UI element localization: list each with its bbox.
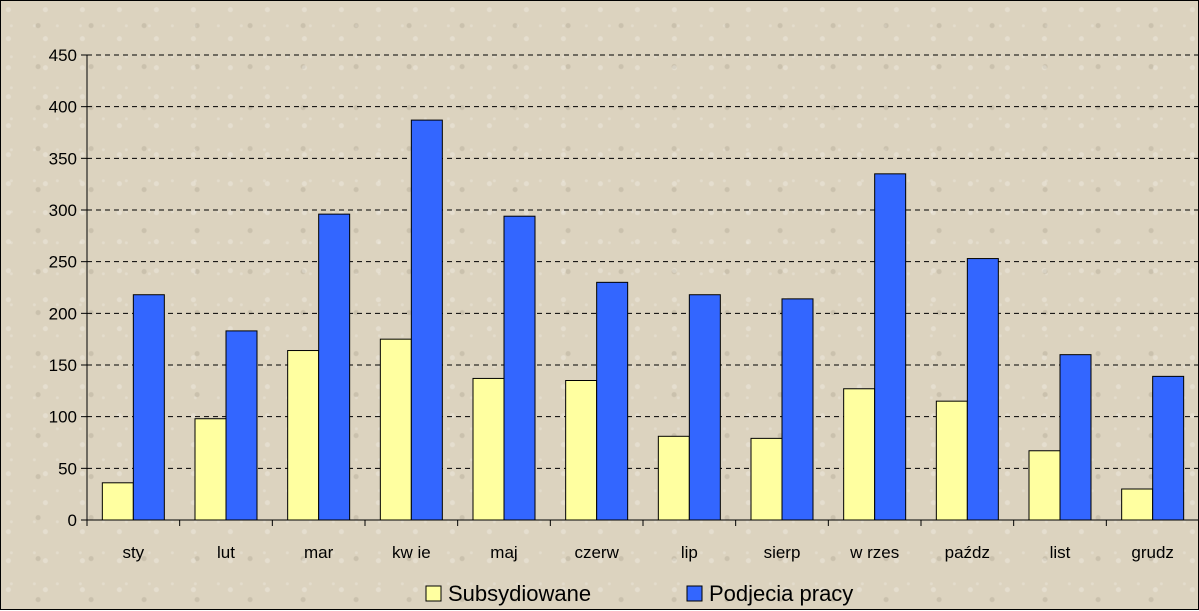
bars — [101, 119, 1185, 521]
x-tick-label: list — [1050, 543, 1071, 562]
x-tick-label: grudz — [1131, 543, 1174, 562]
bar-subsydiowane — [750, 437, 783, 521]
bar-podjecia-pracy — [781, 298, 814, 521]
legend-label-podjecia-pracy: Podjecia pracy — [709, 581, 853, 606]
legend-swatch-subsydiowane — [425, 585, 442, 602]
x-tick-label: sierp — [764, 543, 801, 562]
x-tick-label: czerw — [574, 543, 619, 562]
x-tick-label: lut — [217, 543, 235, 562]
y-tick-label: 400 — [49, 98, 77, 117]
x-tick-label: kw ie — [392, 543, 431, 562]
bar-subsydiowane — [379, 338, 412, 521]
y-tick-label: 250 — [49, 253, 77, 272]
bar-subsydiowane — [935, 400, 968, 521]
x-tick-label: maj — [490, 543, 517, 562]
bar-subsydiowane — [1028, 450, 1061, 521]
bar-subsydiowane — [194, 418, 227, 521]
bar-podjecia-pracy — [318, 213, 351, 521]
bar-podjecia-pracy — [225, 330, 258, 521]
bar-subsydiowane — [472, 377, 505, 521]
bar-podjecia-pracy — [874, 173, 907, 521]
bar-subsydiowane — [843, 388, 876, 521]
x-tick-label: mar — [304, 543, 334, 562]
x-tick-label: paźdz — [945, 543, 990, 562]
bar-podjecia-pracy — [410, 119, 443, 521]
y-tick-label: 0 — [68, 511, 77, 530]
y-tick-label: 450 — [49, 46, 77, 65]
bar-subsydiowane — [287, 350, 320, 521]
y-tick-label: 50 — [58, 459, 77, 478]
bar-subsydiowane — [657, 435, 690, 521]
bar-podjecia-pracy — [1152, 375, 1185, 521]
bar-podjecia-pracy — [503, 215, 536, 521]
y-tick-label: 200 — [49, 304, 77, 323]
bar-podjecia-pracy — [966, 258, 999, 521]
x-tick-label: lip — [681, 543, 698, 562]
legend-label-subsydiowane: Subsydiowane — [448, 581, 591, 606]
bar-subsydiowane — [1121, 488, 1154, 521]
y-tick-label: 350 — [49, 149, 77, 168]
bar-podjecia-pracy — [132, 294, 165, 521]
y-tick-label: 300 — [49, 201, 77, 220]
bar-podjecia-pracy — [596, 281, 629, 521]
legend: Subsydiowane Podjecia pracy — [425, 581, 853, 606]
x-tick-label: sty — [122, 543, 144, 562]
bar-podjecia-pracy — [688, 294, 721, 521]
y-tick-label: 150 — [49, 356, 77, 375]
bar-podjecia-pracy — [1059, 354, 1092, 521]
axes: 0 50 100 150 200 250 300 350 400 450 sty lut mar kw i… — [49, 46, 1199, 562]
y-tick-label: 100 — [49, 408, 77, 427]
bar-subsydiowane — [101, 482, 134, 521]
legend-swatch-podjecia-pracy — [686, 585, 703, 602]
x-tick-label: w rzes — [849, 543, 899, 562]
bar-subsydiowane — [565, 380, 598, 521]
